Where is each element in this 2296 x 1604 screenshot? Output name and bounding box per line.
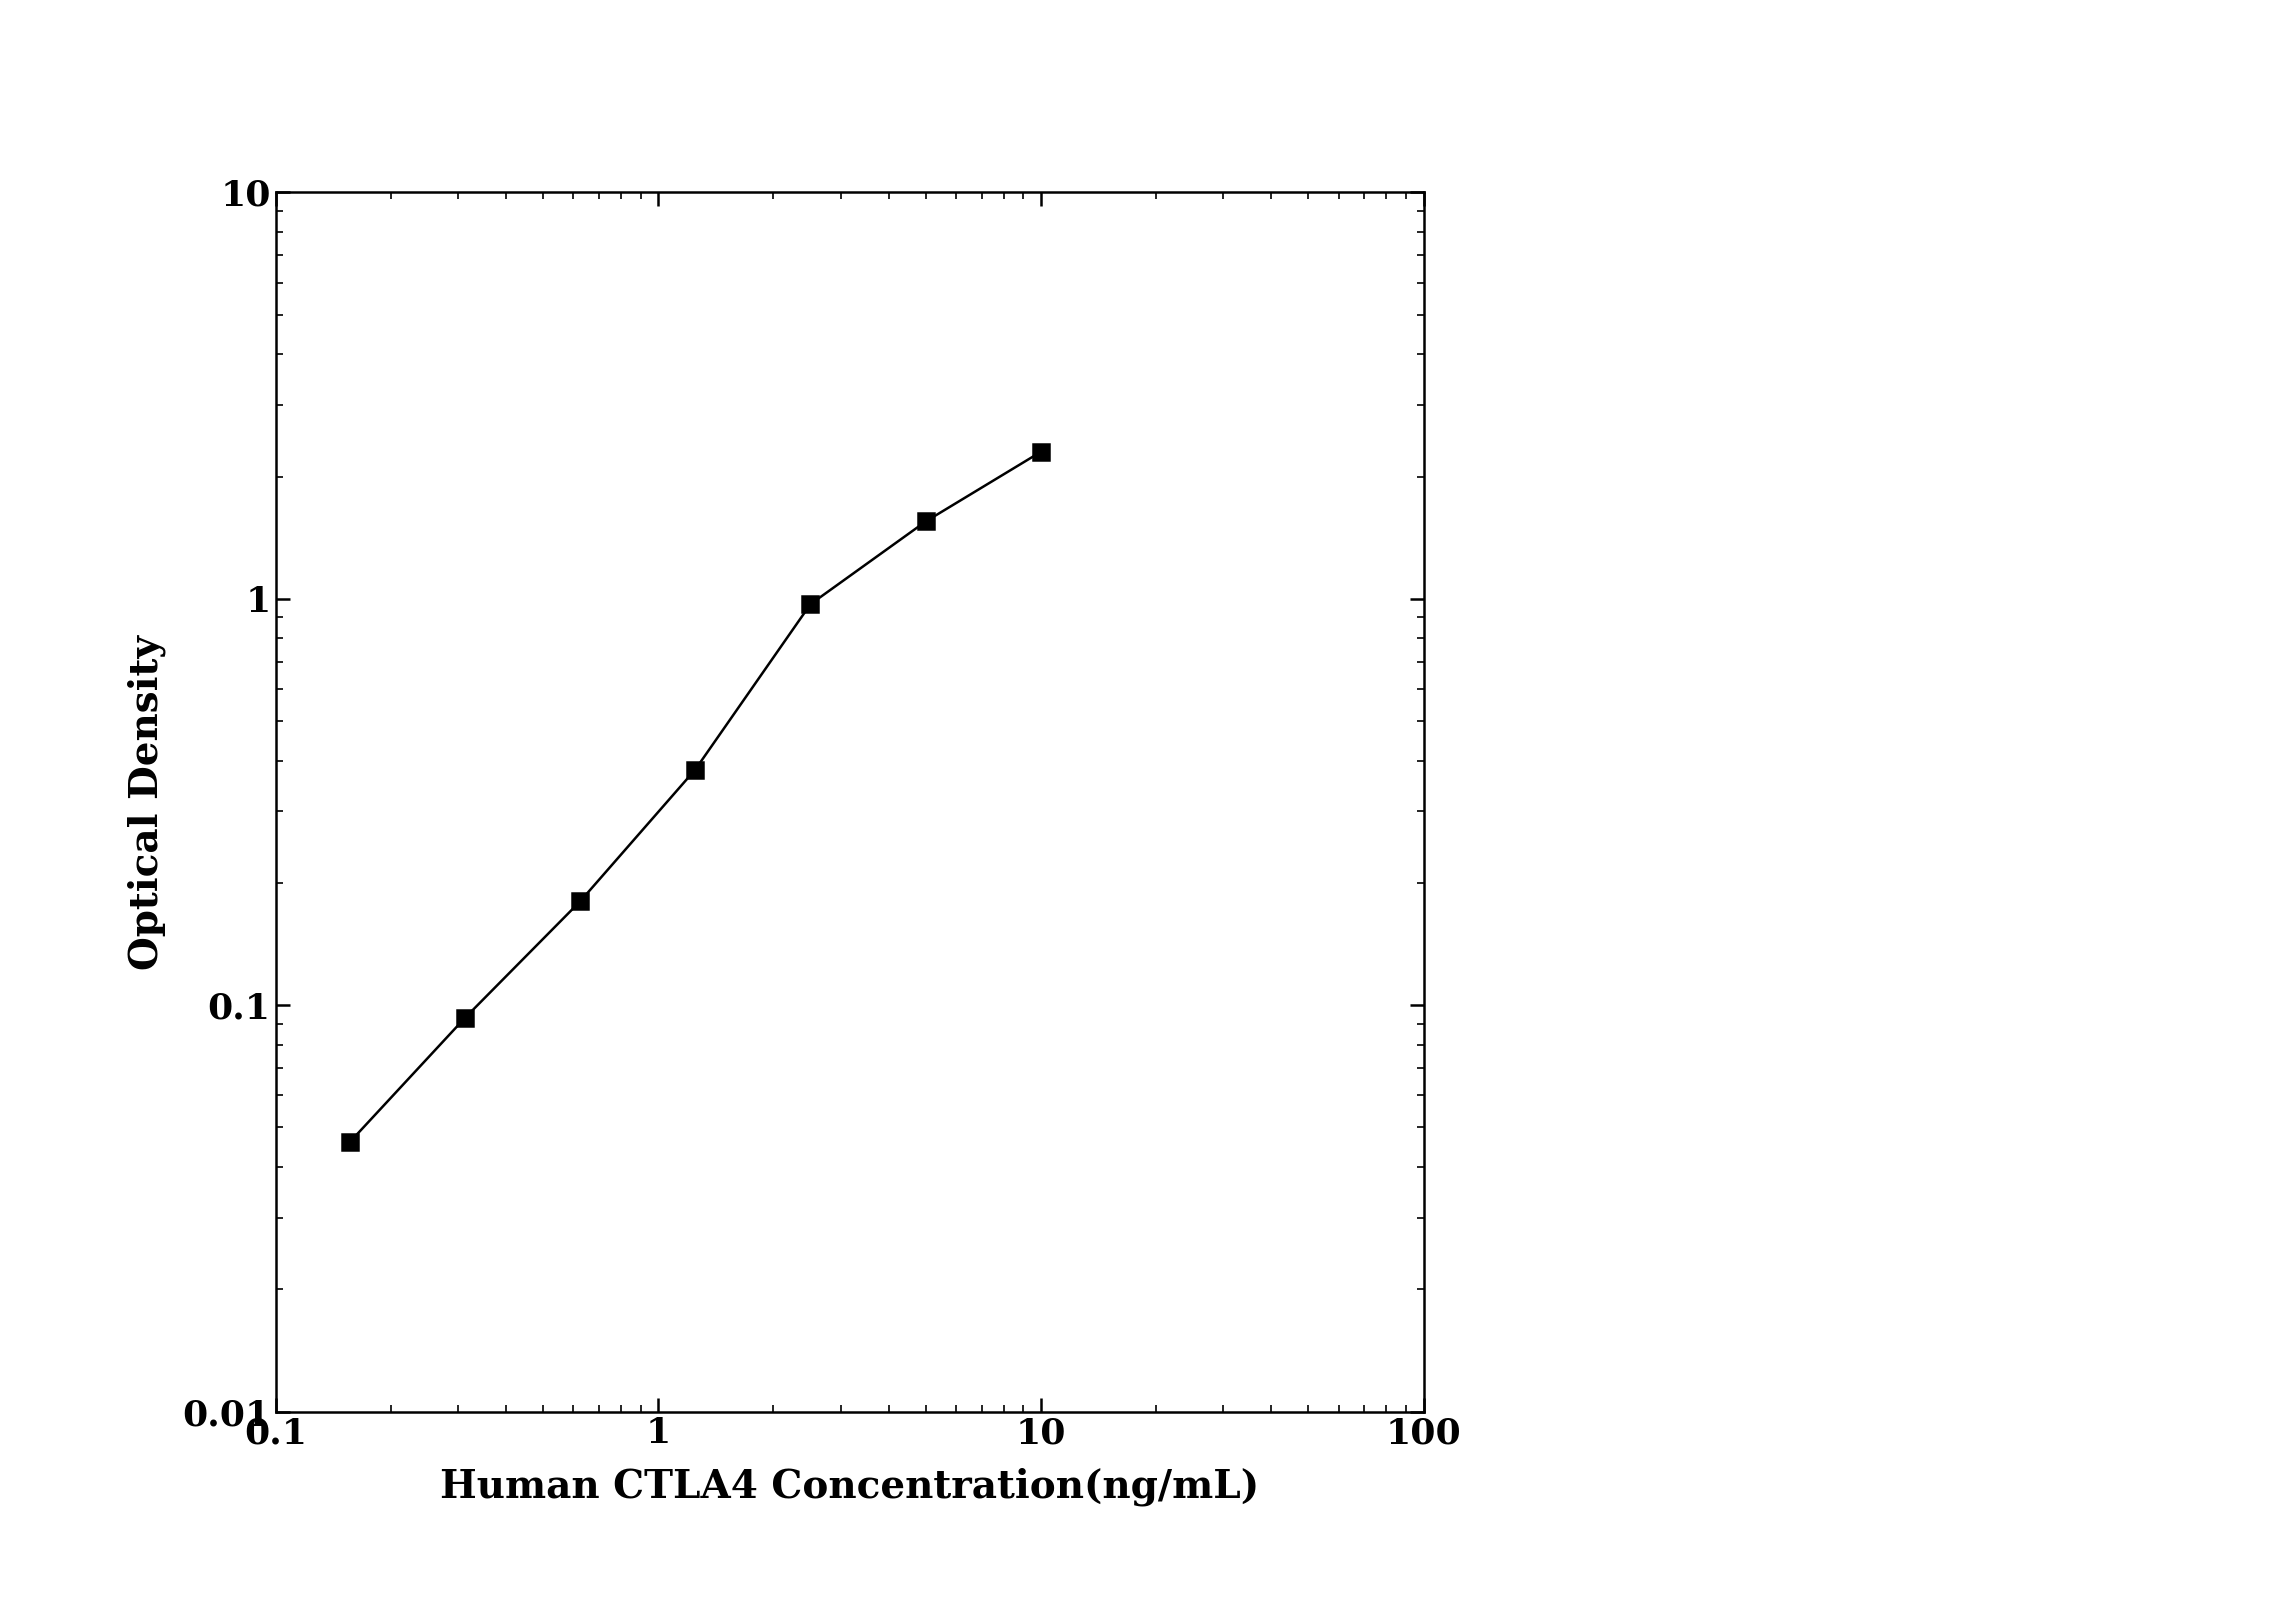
X-axis label: Human CTLA4 Concentration(ng/mL): Human CTLA4 Concentration(ng/mL) <box>441 1468 1258 1506</box>
Y-axis label: Optical Density: Optical Density <box>126 635 165 969</box>
